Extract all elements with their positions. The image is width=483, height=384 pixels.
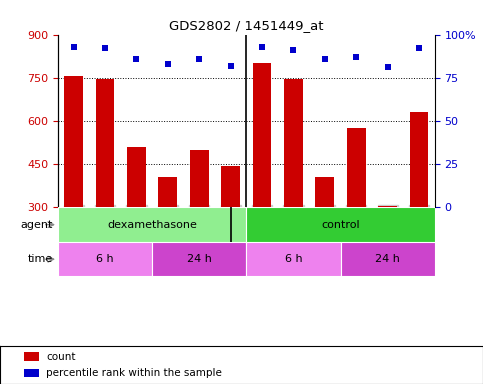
Bar (24, 353, 39, 361)
Bar (246, 207, 435, 242)
Text: count: count (46, 352, 75, 362)
Bar (410, 112, 428, 207)
Point (195, 56, 203, 62)
Point (101, 45, 109, 51)
Text: 6 h: 6 h (284, 254, 302, 264)
Point (384, 65, 392, 71)
Bar (127, 147, 146, 207)
Text: 6 h: 6 h (96, 254, 114, 264)
Bar (315, 177, 334, 207)
Point (290, 47, 298, 53)
Bar (246, 242, 341, 276)
Title: GDS2802 / 1451449_at: GDS2802 / 1451449_at (169, 19, 324, 32)
Bar (152, 242, 246, 276)
Point (321, 56, 328, 62)
Text: dexamethasone: dexamethasone (107, 220, 197, 230)
Bar (190, 150, 209, 207)
Bar (58, 242, 152, 276)
Point (70, 44, 78, 50)
Bar (347, 128, 366, 207)
Text: 24 h: 24 h (187, 254, 212, 264)
Text: agent: agent (21, 220, 53, 230)
Text: time: time (28, 254, 53, 264)
Bar (221, 166, 240, 207)
Bar (378, 206, 397, 207)
Bar (64, 76, 83, 207)
Point (415, 45, 423, 51)
Bar (253, 63, 271, 207)
Bar (58, 207, 246, 242)
Point (227, 63, 235, 69)
Text: control: control (321, 220, 360, 230)
Text: percentile rank within the sample: percentile rank within the sample (46, 368, 222, 378)
Point (258, 44, 266, 50)
Point (133, 56, 141, 62)
Text: 24 h: 24 h (375, 254, 400, 264)
Bar (24, 369, 39, 377)
Point (164, 61, 172, 67)
Point (353, 54, 360, 60)
Bar (341, 242, 435, 276)
Bar (158, 177, 177, 207)
Bar (284, 79, 303, 207)
Bar (96, 79, 114, 207)
